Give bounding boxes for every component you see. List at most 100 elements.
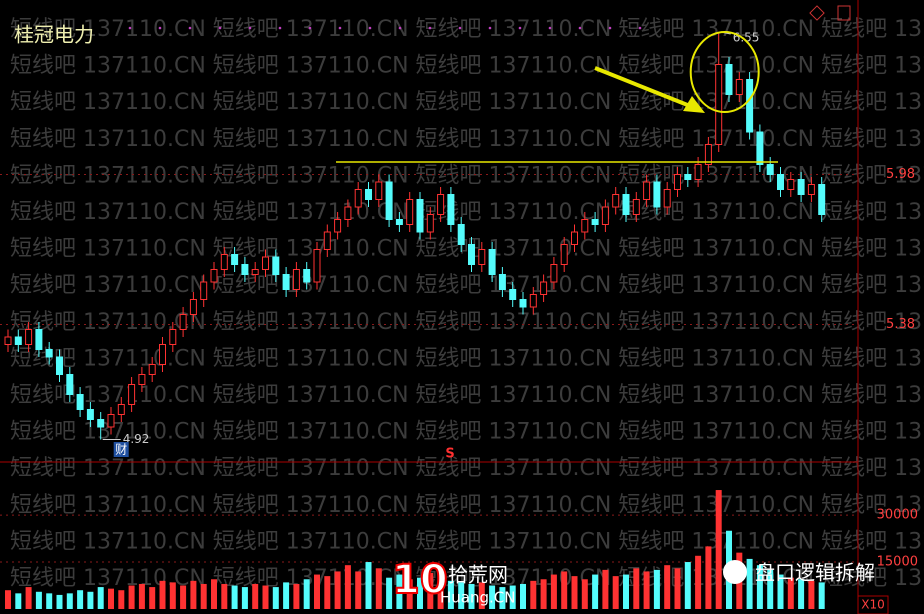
volume-bar [458, 582, 465, 609]
watermark: 短线吧 137110.CN 短线吧 137110.CN 短线吧 137110.C… [10, 420, 924, 445]
candle-body [25, 329, 33, 345]
volume-bar [149, 587, 156, 609]
volume-bar [252, 583, 259, 609]
candle-body [591, 219, 599, 225]
candle-body [365, 189, 372, 200]
volume-bar [406, 579, 413, 609]
volume-bar [777, 574, 784, 609]
volume-bar [530, 580, 537, 609]
icon-window[interactable] [837, 5, 851, 21]
volume-bar [5, 590, 11, 609]
volume-bar [118, 590, 125, 609]
candle-body [76, 394, 84, 410]
candle-body [704, 144, 712, 165]
candle-body [581, 219, 589, 233]
volume-bar [375, 568, 382, 609]
candle-body [148, 364, 156, 375]
watermark: 短线吧 137110.CN 短线吧 137110.CN 短线吧 137110.C… [10, 54, 924, 79]
volume-bar [787, 577, 794, 609]
volume-bar [128, 585, 135, 609]
volume-bar [56, 594, 63, 609]
volume-bar [571, 576, 578, 609]
candle-body [509, 289, 517, 300]
dot [458, 26, 462, 30]
volume-bar [159, 580, 166, 609]
candle-body [45, 349, 53, 358]
volume-bar [695, 555, 702, 609]
candle-body [189, 299, 197, 315]
dot [128, 26, 132, 30]
volume-bar [756, 565, 763, 609]
dot [398, 26, 402, 30]
candle-body [437, 194, 445, 215]
candle-body [818, 184, 826, 215]
candle-body [684, 174, 692, 180]
logo-number: 10 [392, 557, 448, 603]
min-label: 4.92 [123, 432, 150, 446]
pointer-arrow [594, 66, 696, 110]
candle-body [210, 269, 218, 283]
candle-body [251, 269, 259, 275]
wechat-icon [723, 560, 747, 584]
candle-body [169, 329, 177, 345]
volume-bar [592, 574, 599, 609]
volume-bar [334, 571, 341, 609]
candle-body [571, 231, 578, 245]
volume-bar [520, 583, 526, 609]
volume-bar [344, 565, 351, 609]
candle-body [725, 64, 733, 95]
watermark: 短线吧 137110.CN 短线吧 137110.CN 短线吧 137110.C… [10, 310, 924, 335]
watermark: 短线吧 137110.CN 短线吧 137110.CN 短线吧 137110.C… [10, 456, 924, 481]
volume-bar [25, 587, 32, 609]
volume-bar [623, 574, 629, 609]
candle-body [107, 414, 115, 428]
candle-body [138, 374, 146, 385]
candle-body [86, 409, 94, 420]
icon-diamond[interactable] [809, 5, 825, 21]
y2-tick-label: 30000 [877, 508, 918, 523]
volume-bar [427, 573, 434, 609]
candle-body [220, 254, 228, 270]
candle-body [529, 294, 537, 308]
pointer-head [683, 96, 705, 113]
dot [428, 26, 432, 30]
candle-body [632, 199, 640, 215]
candle-body [663, 189, 671, 208]
candle-body [601, 206, 609, 225]
volume-bar [365, 562, 372, 609]
dot [548, 26, 552, 30]
candle-body [14, 336, 22, 345]
candle-body [653, 181, 661, 208]
candle-body [35, 329, 43, 350]
zoom-label: X10 [861, 598, 885, 612]
candle-body [488, 249, 496, 275]
y-tick-label: 5.98 [886, 167, 915, 182]
volume-bar [293, 583, 300, 609]
dot [608, 26, 612, 30]
volume-bar [138, 583, 145, 609]
volume-bar [550, 574, 557, 609]
candle-body [694, 164, 702, 180]
candle-body [756, 131, 764, 165]
logo-url: Huang.CN [440, 589, 515, 607]
logo-wechat: 盘口逻辑拆解 [755, 561, 875, 585]
volume-bar [489, 585, 496, 609]
watermark: 短线吧 137110.CN 短线吧 137110.CN 短线吧 137110.C… [10, 383, 924, 408]
candle-body [385, 181, 393, 220]
candle-body [550, 264, 558, 283]
candle-body [735, 79, 743, 95]
volume-bar [396, 574, 403, 609]
event-box [113, 442, 129, 457]
candle-body [766, 164, 774, 175]
watermark: 短线吧 137110.CN 短线吧 137110.CN 短线吧 137110.C… [10, 90, 924, 115]
candle-body [272, 256, 280, 275]
volume-bar [303, 579, 310, 609]
y-tick-label: 5.38 [886, 317, 915, 332]
candle-body [344, 206, 352, 220]
candle-body [262, 256, 269, 270]
dot [188, 26, 192, 30]
volume-bar [509, 585, 516, 609]
dot [248, 26, 252, 30]
watermark: 短线吧 137110.CN 短线吧 137110.CN 短线吧 137110.C… [10, 237, 924, 262]
